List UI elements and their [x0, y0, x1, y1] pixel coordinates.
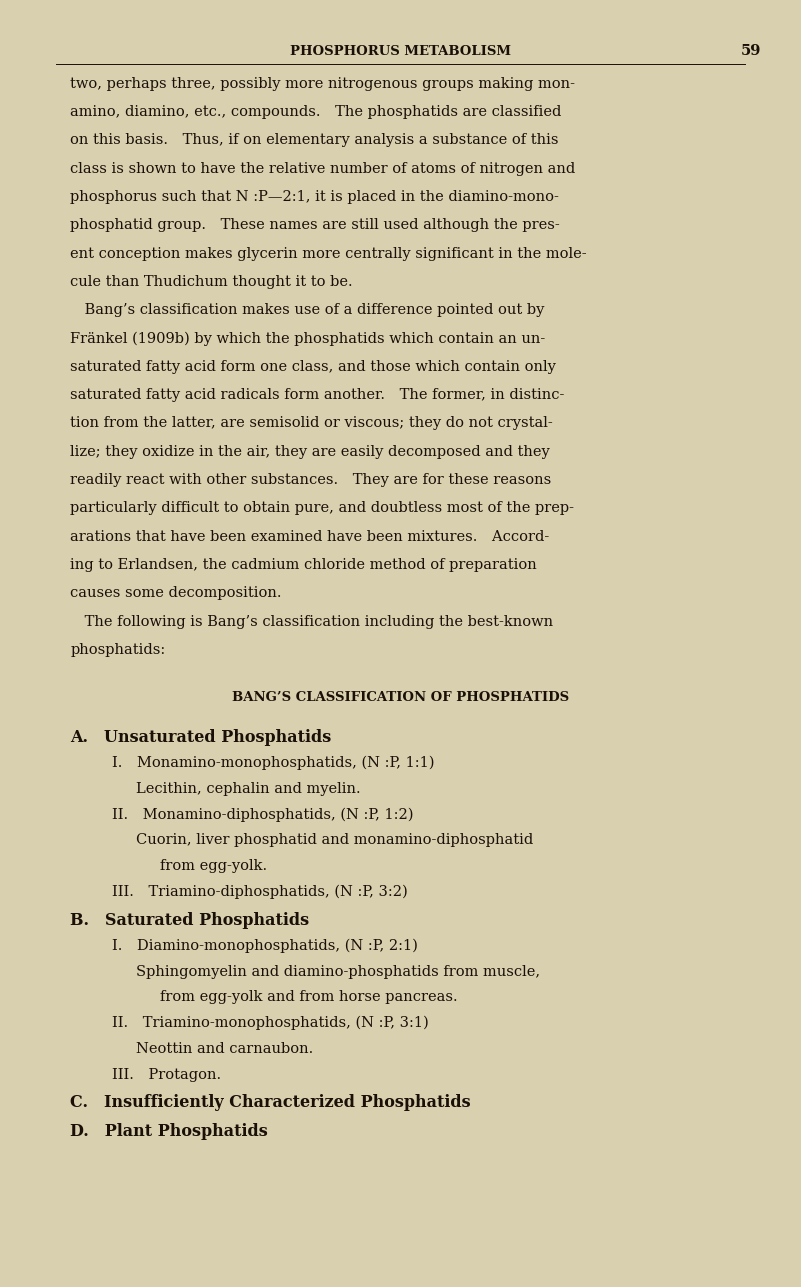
Text: phosphatids:: phosphatids: — [70, 644, 166, 656]
Text: A. Unsaturated Phosphatids: A. Unsaturated Phosphatids — [70, 728, 332, 746]
Text: saturated fatty acid radicals form another. The former, in distinc-: saturated fatty acid radicals form anoth… — [70, 389, 565, 402]
Text: tion from the latter, are semisolid or viscous; they do not crystal-: tion from the latter, are semisolid or v… — [70, 417, 553, 430]
Text: II. Monamino-diphosphatids, (N :P, 1:2): II. Monamino-diphosphatids, (N :P, 1:2) — [112, 807, 413, 822]
Text: D. Plant Phosphatids: D. Plant Phosphatids — [70, 1122, 268, 1140]
Text: phosphatid group. These names are still used although the pres-: phosphatid group. These names are still … — [70, 219, 560, 232]
Text: Lecithin, cephalin and myelin.: Lecithin, cephalin and myelin. — [136, 782, 360, 795]
Text: phosphorus such that N :P—2:1, it is placed in the diamino-mono-: phosphorus such that N :P—2:1, it is pla… — [70, 190, 559, 203]
Text: saturated fatty acid form one class, and those which contain only: saturated fatty acid form one class, and… — [70, 360, 557, 373]
Text: from egg-yolk and from horse pancreas.: from egg-yolk and from horse pancreas. — [160, 991, 458, 1004]
Text: PHOSPHORUS METABOLISM: PHOSPHORUS METABOLISM — [290, 45, 511, 58]
Text: Bang’s classification makes use of a difference pointed out by: Bang’s classification makes use of a dif… — [70, 304, 545, 317]
Text: particularly difficult to obtain pure, and doubtless most of the prep-: particularly difficult to obtain pure, a… — [70, 502, 574, 515]
Text: causes some decomposition.: causes some decomposition. — [70, 587, 282, 600]
Text: from egg-yolk.: from egg-yolk. — [160, 860, 268, 873]
Text: 59: 59 — [741, 45, 761, 58]
Text: III. Triamino-diphosphatids, (N :P, 3:2): III. Triamino-diphosphatids, (N :P, 3:2) — [112, 884, 408, 900]
Text: readily react with other substances. They are for these reasons: readily react with other substances. The… — [70, 474, 552, 486]
Text: Neottin and carnaubon.: Neottin and carnaubon. — [136, 1042, 313, 1055]
Text: cule than Thudichum thought it to be.: cule than Thudichum thought it to be. — [70, 275, 353, 288]
Text: C. Insufficiently Characterized Phosphatids: C. Insufficiently Characterized Phosphat… — [70, 1094, 471, 1112]
Text: class is shown to have the relative number of atoms of nitrogen and: class is shown to have the relative numb… — [70, 162, 576, 175]
Text: III. Protagon.: III. Protagon. — [112, 1068, 221, 1081]
Text: BANG’S CLASSIFICATION OF PHOSPHATIDS: BANG’S CLASSIFICATION OF PHOSPHATIDS — [232, 691, 569, 704]
Text: II. Triamino-monophosphatids, (N :P, 3:1): II. Triamino-monophosphatids, (N :P, 3:1… — [112, 1015, 429, 1031]
Text: ent conception makes glycerin more centrally significant in the mole-: ent conception makes glycerin more centr… — [70, 247, 587, 260]
Text: ing to Erlandsen, the cadmium chloride method of preparation: ing to Erlandsen, the cadmium chloride m… — [70, 559, 537, 571]
Text: arations that have been examined have been mixtures. Accord-: arations that have been examined have be… — [70, 530, 549, 543]
Text: amino, diamino, etc., compounds. The phosphatids are classified: amino, diamino, etc., compounds. The pho… — [70, 106, 562, 118]
Text: two, perhaps three, possibly more nitrogenous groups making mon-: two, perhaps three, possibly more nitrog… — [70, 77, 575, 90]
Text: lize; they oxidize in the air, they are easily decomposed and they: lize; they oxidize in the air, they are … — [70, 445, 550, 458]
Text: Fränkel (1909b) by which the phosphatids which contain an un-: Fränkel (1909b) by which the phosphatids… — [70, 331, 545, 346]
Text: I. Monamino-monophosphatids, (N :P, 1:1): I. Monamino-monophosphatids, (N :P, 1:1) — [112, 755, 435, 771]
Text: The following is Bang’s classification including the best-known: The following is Bang’s classification i… — [70, 615, 553, 628]
Text: I. Diamino-monophosphatids, (N :P, 2:1): I. Diamino-monophosphatids, (N :P, 2:1) — [112, 938, 418, 954]
Text: Sphingomyelin and diamino-phosphatids from muscle,: Sphingomyelin and diamino-phosphatids fr… — [136, 965, 541, 978]
Text: B. Saturated Phosphatids: B. Saturated Phosphatids — [70, 911, 310, 929]
Text: on this basis. Thus, if on elementary analysis a substance of this: on this basis. Thus, if on elementary an… — [70, 134, 559, 147]
Text: Cuorin, liver phosphatid and monamino-diphosphatid: Cuorin, liver phosphatid and monamino-di… — [136, 834, 533, 847]
